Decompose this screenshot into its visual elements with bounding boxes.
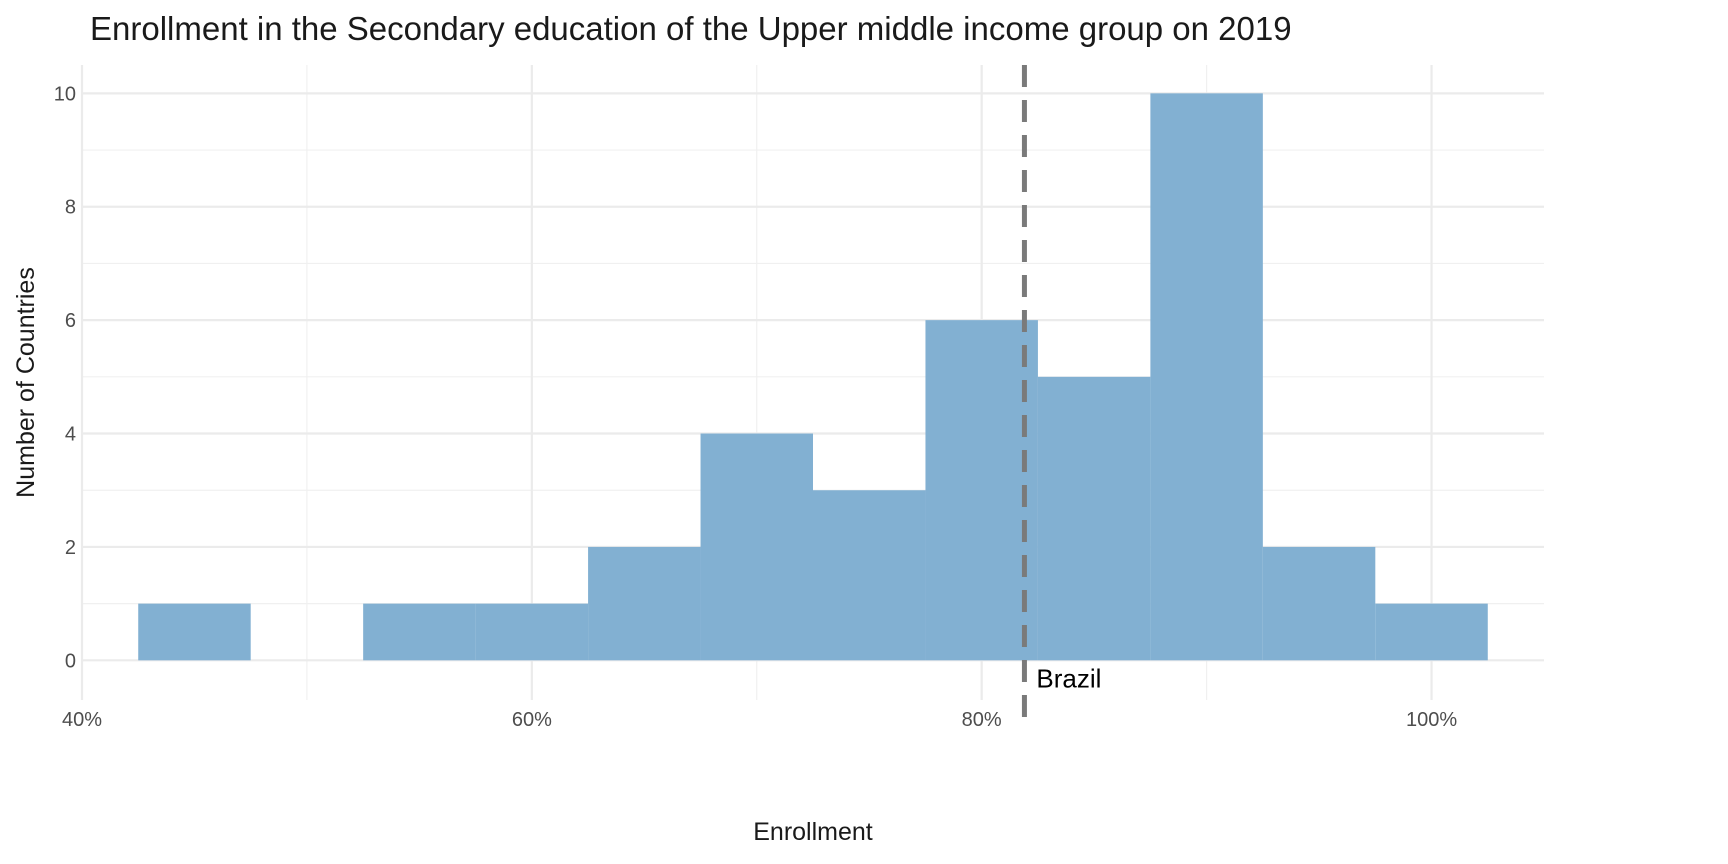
x-tick-label: 100%: [1406, 709, 1457, 731]
y-tick-label: 2: [65, 537, 76, 559]
histogram-bar: [925, 320, 1038, 661]
y-tick-label: 6: [65, 310, 76, 332]
x-tick-label: 80%: [962, 709, 1002, 731]
histogram-bar: [363, 603, 476, 661]
bars: [138, 93, 1488, 661]
histogram-bar: [813, 490, 926, 661]
y-tick-label: 0: [65, 650, 76, 672]
histogram-bar: [1262, 546, 1376, 661]
y-tick-label: 8: [65, 197, 76, 219]
histogram-bar: [1150, 93, 1263, 661]
histogram-bar: [700, 433, 813, 661]
histogram-bar: [138, 603, 251, 661]
histogram-bar: [1375, 603, 1488, 661]
histogram-bar: [1037, 376, 1151, 661]
y-axis-ticks: 0 2 4 6 8 10: [54, 83, 76, 672]
reference-line-group: Brazil: [1021, 65, 1101, 730]
x-tick-label: 60%: [512, 709, 552, 731]
histogram-bar: [588, 546, 701, 661]
chart-title: Enrollment in the Secondary education of…: [90, 10, 1292, 47]
x-axis-ticks: 40% 60% 80% 100%: [62, 709, 1457, 731]
x-axis-title: Enrollment: [753, 818, 873, 846]
reference-line-label: Brazil: [1036, 663, 1101, 693]
y-tick-label: 4: [65, 424, 76, 446]
histogram-bar: [475, 603, 589, 661]
y-axis-title: Number of Countries: [12, 267, 40, 498]
x-tick-label: 40%: [62, 709, 102, 731]
y-tick-label: 10: [54, 83, 76, 105]
